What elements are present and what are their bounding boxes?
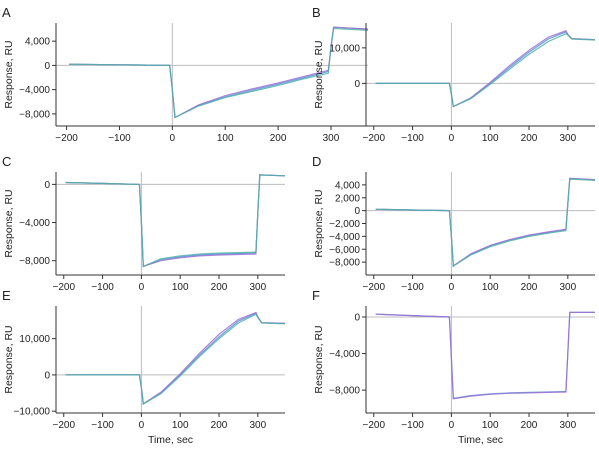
panel-d: D −200 −100 0 100 200 300 4,000 2,000 0 −2,000 −4,0… [312,154,596,293]
panel-label-d: D [312,154,321,169]
panel-label-e: E [2,288,11,303]
x-tick-label: 200 [211,282,228,293]
panel-c: C −200 −100 0 100 200 300 0 −4,000 −8,000 Response… [2,154,286,293]
x-tick-label: 200 [521,420,538,431]
x-tick-label: −100 [401,133,424,144]
y-tick-label: 10,000 [329,43,360,54]
x-tick-label: 200 [521,133,538,144]
y-axis-label: Response, RU [313,40,325,108]
y-axis-label: Response, RU [3,40,15,108]
panel-label-a: A [2,5,11,20]
y-tick-label: −8,000 [329,386,360,397]
x-tick-label: 300 [249,420,266,431]
x-tick-label: 0 [449,282,455,293]
panel-e: E −200 −100 0 100 200 300 10,000 0 −10,000 Respons… [2,288,286,446]
series-line-2 [375,311,595,400]
series-line-2 [375,177,596,268]
y-tick-label: −4,000 [19,218,50,229]
x-tick-label: −200 [55,133,78,144]
x-tick-label: 300 [249,282,266,293]
x-tick-label: −200 [362,420,385,431]
y-tick-label: 0 [354,206,360,217]
series-line-2 [65,311,286,405]
series-line-2 [375,30,596,108]
x-tick-label: −200 [362,282,385,293]
series-line-1 [375,177,596,268]
x-tick-label: 300 [559,282,576,293]
series-line-3 [65,174,286,268]
x-tick-label: 200 [211,420,228,431]
y-axis-label: Response, RU [3,325,15,393]
y-axis-label: Response, RU [313,325,325,393]
x-tick-label: 100 [482,420,499,431]
y-tick-label: −8,000 [19,109,50,120]
series-line-3 [375,33,596,108]
y-tick-label: 4,000 [25,37,50,48]
y-tick-label: −4,000 [329,232,360,243]
y-axis-label: Response, RU [313,189,325,257]
y-tick-label: −10,000 [14,407,51,418]
series-line-1 [65,312,286,405]
x-tick-label: 100 [482,282,499,293]
x-tick-label: 100 [217,133,234,144]
y-tick-label: −8,000 [329,258,360,269]
y-tick-label: 4,000 [335,180,360,191]
x-axis-label: Time, sec [148,434,193,446]
series-line-3 [69,27,369,119]
panel-label-b: B [312,5,321,20]
y-tick-label: 0 [354,79,360,90]
x-tick-label: −200 [52,420,75,431]
series-line-1 [375,311,595,400]
x-tick-label: 100 [172,420,189,431]
y-tick-label: 0 [44,180,50,191]
x-tick-label: 200 [521,282,538,293]
y-tick-label: −8,000 [19,256,50,267]
x-tick-label: 200 [270,133,287,144]
y-tick-label: −4,000 [329,349,360,360]
x-tick-label: 0 [139,420,145,431]
x-tick-label: −100 [401,420,424,431]
x-tick-label: 0 [139,282,145,293]
panel-label-f: F [312,288,320,303]
x-tick-label: 0 [449,420,455,431]
y-tick-label: −6,000 [329,245,360,256]
x-tick-label: 300 [323,133,340,144]
x-tick-label: 300 [559,420,576,431]
y-tick-label: 2,000 [335,193,360,204]
panel-a: A −200 −100 0 100 200 300 4,000 0 −4,000 −8,000 Res… [2,5,369,144]
panel-b: B −200 −100 0 100 200 300 10,000 0 Response, RU [312,5,596,144]
series-line-3 [65,313,286,405]
x-tick-label: 100 [172,282,189,293]
y-tick-label: 10,000 [19,334,50,345]
y-tick-label: 0 [44,370,50,381]
x-tick-label: 100 [482,133,499,144]
x-tick-label: −200 [362,133,385,144]
y-tick-label: 0 [354,312,360,323]
y-tick-label: −2,000 [329,219,360,230]
x-tick-label: 0 [170,133,176,144]
x-tick-label: −100 [108,133,131,144]
series-line-3 [375,178,596,268]
x-tick-label: −100 [91,420,114,431]
series-line-1 [375,31,596,108]
y-tick-label: 0 [44,61,50,72]
panel-label-c: C [2,154,11,169]
x-tick-label: 300 [559,133,576,144]
y-axis-label: Response, RU [3,189,15,257]
x-axis-label: Time, sec [458,434,503,446]
x-tick-label: −200 [52,282,75,293]
x-tick-label: −100 [401,282,424,293]
x-tick-label: −100 [91,282,114,293]
y-tick-label: −4,000 [19,85,50,96]
panel-f: F −200 −100 0 100 200 300 0 −4,000 −8,000 Response… [312,288,595,446]
x-tick-label: 0 [449,133,455,144]
